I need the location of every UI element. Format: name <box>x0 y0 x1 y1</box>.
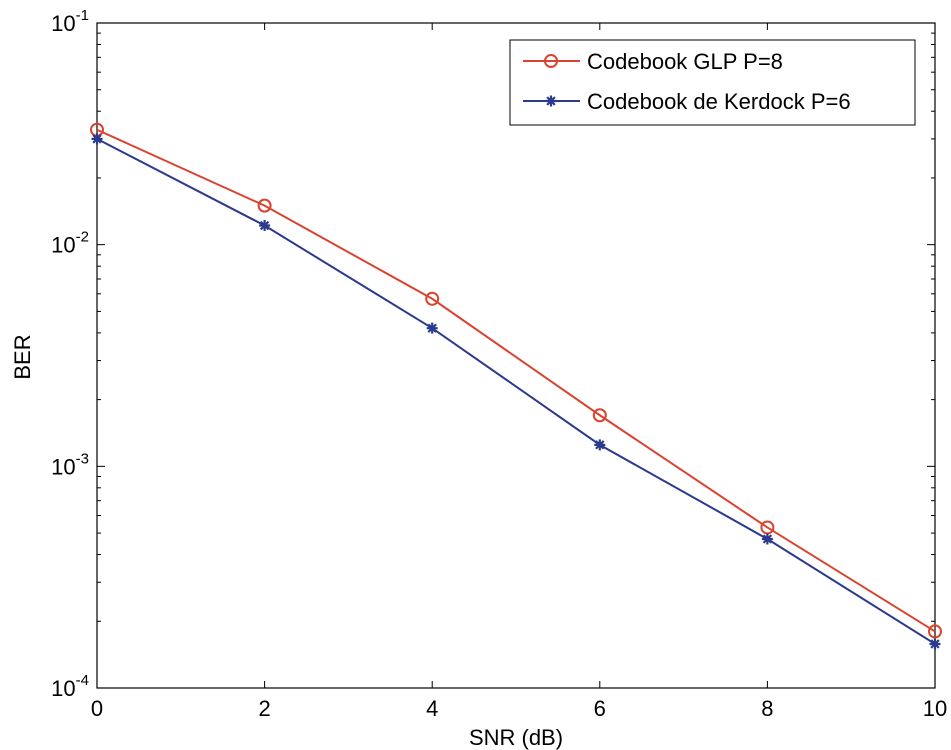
y-tick-label: 10-2 <box>51 229 89 258</box>
y-tick-base: 10 <box>51 454 75 479</box>
legend-label-2: Codebook de Kerdock P=6 <box>587 89 851 114</box>
legend-marker-1 <box>544 54 558 68</box>
series-1-point <box>928 624 942 639</box>
x-tick-label: 8 <box>761 696 773 721</box>
x-axis-label: SNR (dB) <box>469 725 563 750</box>
y-axis-label: BER <box>10 334 35 379</box>
y-tick-label: 10-1 <box>51 7 89 36</box>
y-tick-exponent: -1 <box>76 7 89 24</box>
x-tick-label: 4 <box>426 696 438 721</box>
x-axis-ticks: 0 2 4 6 8 10 <box>91 23 947 721</box>
series-2-point <box>91 133 103 145</box>
legend: Codebook GLP P=8 Codebook de Kerdock P=6 <box>509 39 916 126</box>
x-tick-label: 10 <box>923 696 947 721</box>
y-tick-label: 10-4 <box>51 672 89 701</box>
series-2-point <box>594 439 606 451</box>
y-tick-exponent: -2 <box>76 229 89 246</box>
series-2-point <box>761 533 773 545</box>
y-axis-ticks: 10-110-210-310-4 <box>51 7 935 701</box>
legend-box <box>509 39 916 126</box>
y-tick-base: 10 <box>51 233 75 258</box>
legend-label-1: Codebook GLP P=8 <box>587 49 783 74</box>
series-line-2 <box>96 138 936 645</box>
y-tick-base: 10 <box>51 11 75 36</box>
series-layer <box>90 122 942 650</box>
series-1-point <box>592 408 607 423</box>
series-2-point <box>259 220 271 232</box>
series-1-point <box>257 198 272 213</box>
series-2-point <box>929 638 941 650</box>
x-tick-label: 0 <box>91 696 103 721</box>
y-tick-label: 10-3 <box>51 450 89 479</box>
series-1-point <box>760 520 775 535</box>
x-tick-label: 6 <box>594 696 606 721</box>
y-tick-exponent: -3 <box>76 450 89 467</box>
series-1-point <box>425 291 440 306</box>
y-tick-exponent: -4 <box>76 672 89 689</box>
series-line-1 <box>96 128 936 633</box>
x-tick-label: 2 <box>258 696 270 721</box>
legend-marker-2 <box>545 95 557 107</box>
y-tick-base: 10 <box>51 676 75 701</box>
series-2-point <box>426 322 438 334</box>
plot-area <box>96 22 936 689</box>
